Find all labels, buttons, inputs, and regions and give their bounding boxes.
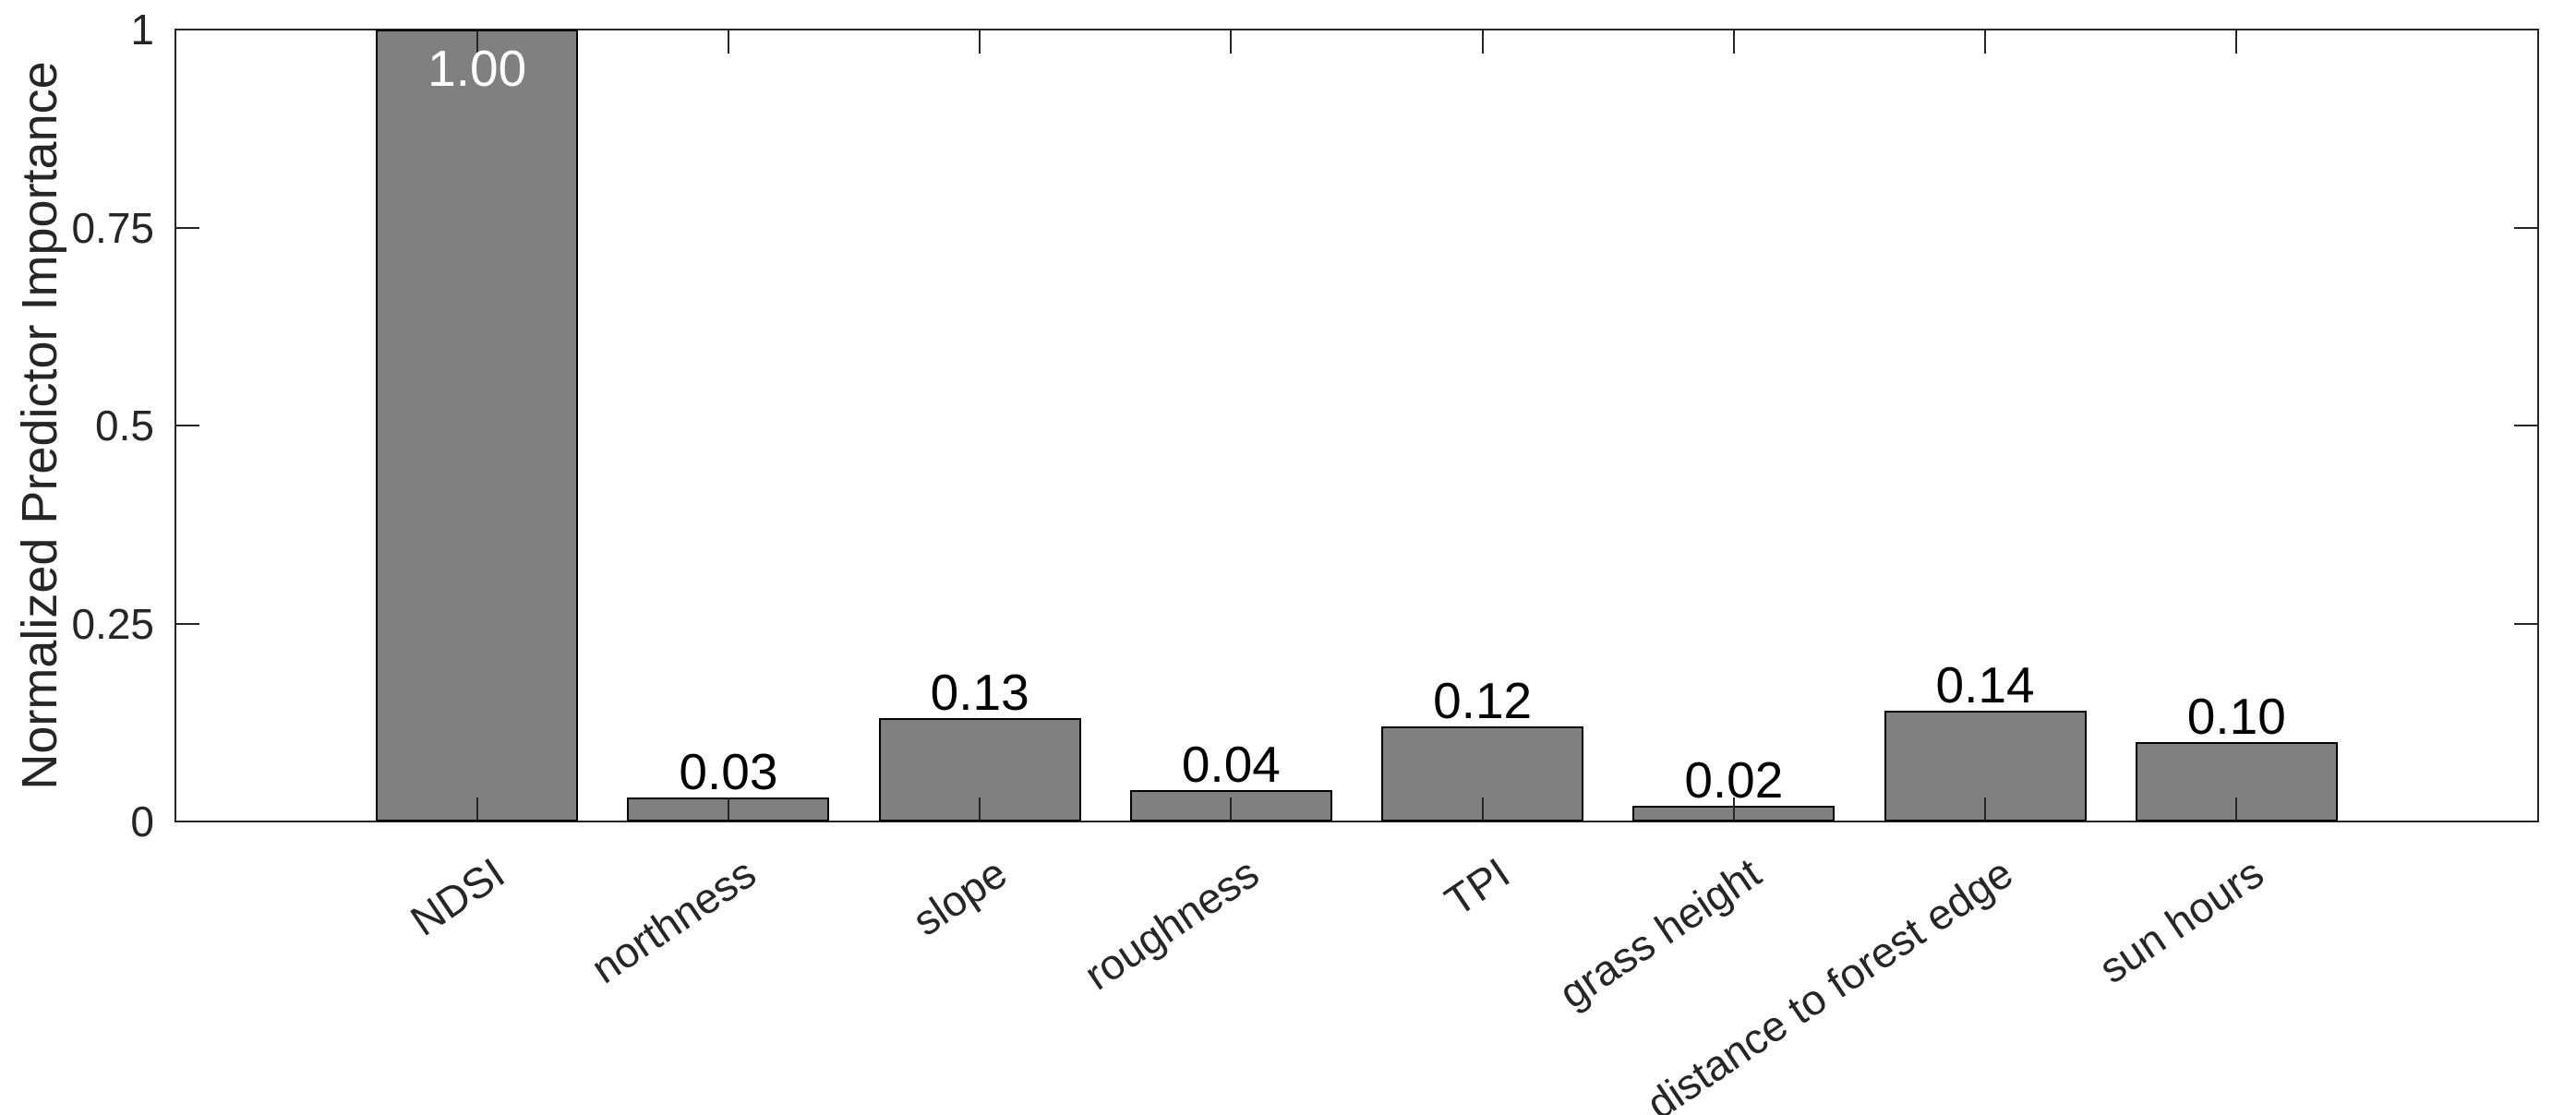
bar-value-label: 0.02 (1684, 750, 1784, 809)
x-tick-label: roughness (1075, 848, 1267, 1000)
x-tick-mark (727, 797, 729, 821)
x-tick-label: slope (904, 848, 1016, 945)
x-tick-mark (1984, 797, 1987, 821)
x-tick-mark (1732, 797, 1735, 821)
y-tick-mark (176, 622, 199, 625)
bar-value-label: 1.00 (427, 40, 527, 97)
y-tick-label: 0.25 (71, 599, 154, 648)
y-tick-label: 0.75 (71, 203, 154, 252)
y-tick-label: 0 (130, 797, 154, 845)
bar (2135, 742, 2338, 821)
bar-value-label: 0.10 (2186, 688, 2286, 746)
x-tick-mark-top (475, 30, 478, 54)
plot-area (175, 29, 2539, 822)
y-tick-mark-right (2514, 226, 2537, 229)
y-tick-label: 1 (130, 6, 154, 54)
x-tick-mark (475, 797, 478, 821)
y-tick-mark (176, 226, 199, 229)
bar-value-label: 0.14 (1935, 655, 2035, 713)
bar-value-label: 0.03 (679, 743, 778, 801)
x-tick-mark-top (727, 30, 729, 54)
bar-value-label: 0.04 (1181, 735, 1281, 793)
bar-value-label: 0.12 (1433, 672, 1533, 730)
x-tick-mark-top (979, 30, 981, 54)
x-tick-mark-top (1230, 30, 1233, 54)
x-tick-mark (979, 797, 981, 821)
x-tick-mark-top (2235, 30, 2238, 54)
y-tick-mark-right (2514, 425, 2537, 426)
x-tick-label: NDSI (402, 848, 513, 945)
x-tick-mark (2235, 797, 2238, 821)
x-tick-mark-top (1732, 30, 1735, 54)
y-tick-mark (176, 425, 199, 426)
y-tick-mark-right (2514, 622, 2537, 625)
y-tick-label: 0.5 (95, 402, 154, 450)
x-tick-mark-top (1481, 30, 1484, 54)
x-tick-mark-top (1984, 30, 1987, 54)
bar (376, 30, 579, 821)
x-tick-label: sun hours (2090, 848, 2272, 993)
bar-value-label: 0.13 (930, 664, 1029, 722)
x-tick-label: grass height (1550, 848, 1770, 1018)
x-tick-mark (1230, 797, 1233, 821)
x-tick-label: northness (582, 848, 764, 993)
x-tick-label: TPI (1436, 848, 1519, 926)
x-tick-mark (1481, 797, 1484, 821)
